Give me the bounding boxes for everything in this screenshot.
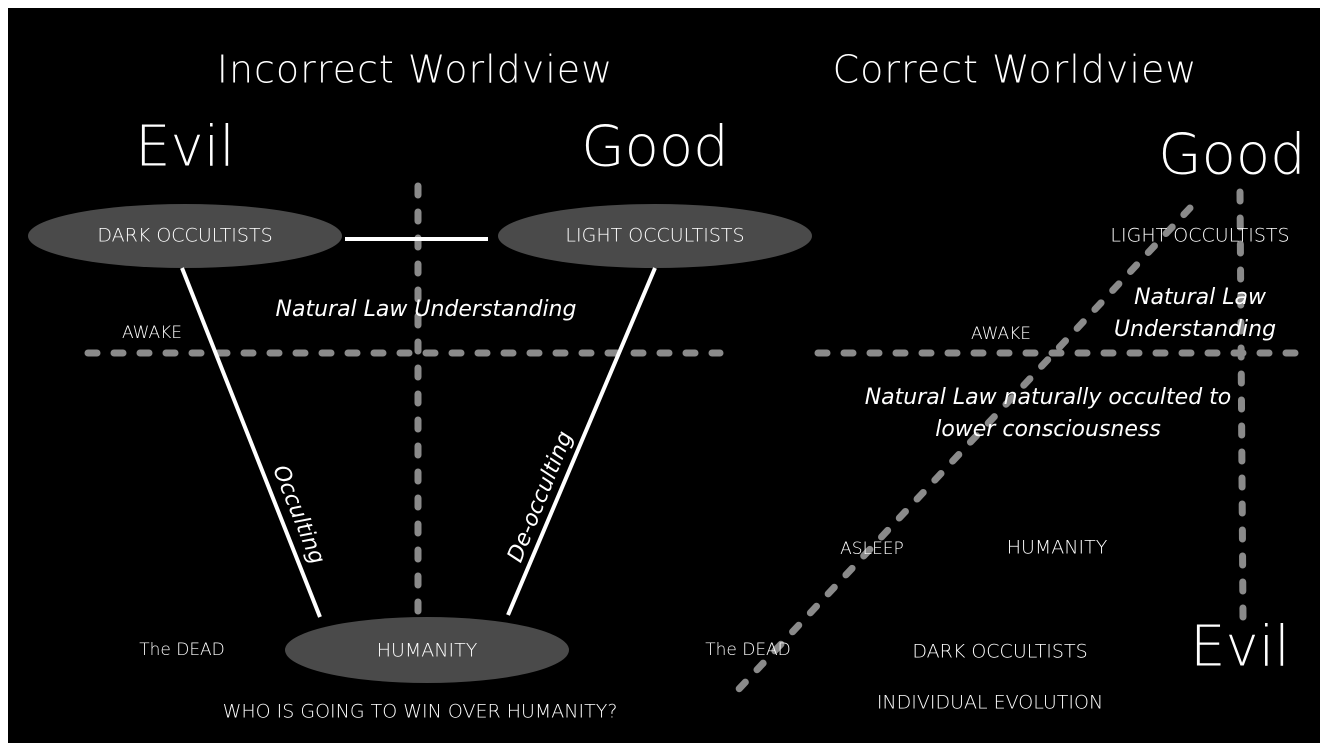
node-label: HUMANITY [377,640,478,662]
question: WHO IS GOING TO WIN OVER HUMANITY? [223,701,618,723]
node-label: LIGHT OCCULTISTS [1110,225,1289,247]
evolution-label: INDIVIDUAL EVOLUTION [877,692,1103,714]
light-node [498,204,812,268]
occulted-note: lower consciousness [935,417,1161,442]
evolution-line [734,204,1194,694]
dark-node [28,204,342,268]
node-label: DARK OCCULTISTS [912,641,1087,663]
dead-label: The DEAD [705,640,791,660]
node-label: DARK OCCULTISTS [97,225,272,247]
good-label: Good [581,114,728,179]
awake-label: AWAKE [122,323,182,343]
title: Correct Worldview [833,48,1198,92]
humanity-label: HUMANITY [1007,537,1108,559]
good-label: Good [1158,122,1305,187]
humanity-node [285,617,569,683]
understanding: Natural Law [1134,285,1267,310]
occulting-line [180,267,322,618]
vertical-axis [1236,188,1247,622]
background [8,8,1320,743]
dead-label: The DEAD [139,640,225,660]
asleep-label: ASLEEP [840,539,904,559]
title: Incorrect Worldview [217,48,614,92]
understanding: Understanding [1114,317,1276,342]
evil-label: Evil [135,114,235,179]
de-occulting-line [506,267,657,616]
awake-label: AWAKE [971,324,1031,344]
node-label: LIGHT OCCULTISTS [565,225,744,247]
occulted-note: Natural Law naturally occulted to [865,385,1232,410]
understanding: Natural Law Understanding [276,297,577,322]
evil-label: Evil [1190,614,1290,679]
